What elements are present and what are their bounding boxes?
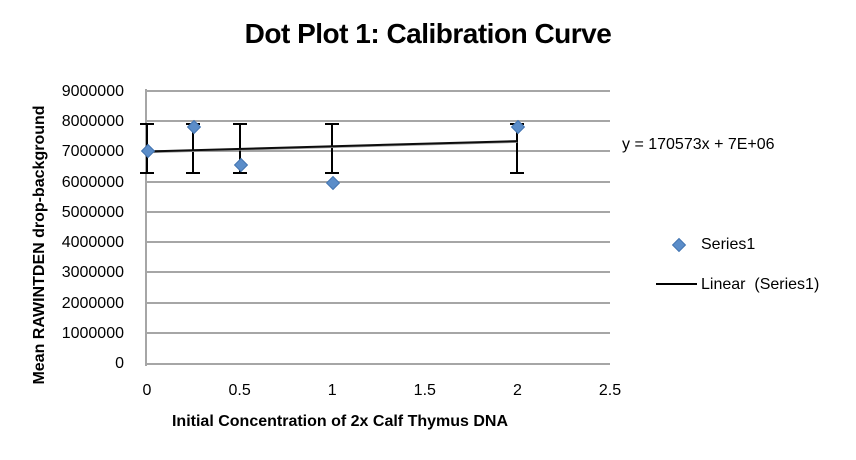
y-axis-tick-label: 0 [115,355,124,372]
gridline [147,210,610,213]
gridline [147,120,610,123]
error-bar-cap-bottom [232,171,247,174]
y-axis-tick-label: 6000000 [61,173,124,191]
y-axis-tick-label: 8000000 [61,113,124,131]
error-bar-cap-top [232,123,247,126]
gridline [147,271,610,274]
x-axis-tick-label: 1.5 [413,382,436,399]
error-bar [516,124,519,173]
gridline [147,90,610,92]
y-axis-tick-label: 2000000 [61,294,124,312]
x-axis-line [145,363,610,365]
y-axis-tick-label: 4000000 [61,234,124,252]
error-bar [331,124,334,173]
y-axis-tick-label: 3000000 [61,264,124,282]
error-bar-cap-bottom [325,171,340,174]
y-axis-tick-label: 5000000 [61,203,124,221]
y-axis-tick-label: 7000000 [61,143,124,161]
error-bar-cap-top [325,123,340,126]
legend-label-series1: Series1 [701,236,756,253]
x-axis-tick-label: 2.5 [598,382,622,399]
trendline-equation-label: y = 170573x + 7E+06 [622,136,775,153]
error-bar-cap-top [140,123,154,126]
gridline [147,180,610,183]
x-axis-tick-label: 0 [142,382,152,399]
error-bar-cap-bottom [140,171,154,174]
gridline [147,301,610,304]
gridline [147,331,610,334]
y-axis-tick-label: 9000000 [61,83,124,100]
y-axis-tick-label: 1000000 [61,324,124,342]
linear-series1-line-icon [656,283,697,285]
error-bar [192,124,195,173]
trendline-line [146,140,518,153]
error-bar-cap-bottom [186,171,201,174]
x-axis-tick-label: 0.5 [228,382,251,399]
x-axis-title: Initial Concentration of 2x Calf Thymus … [171,413,509,430]
legend-label-linear-series1: Linear (Series1) [701,276,820,293]
error-bar-cap-bottom [510,171,525,174]
gridline [147,150,610,153]
chart-title: Dot Plot 1: Calibration Curve [244,18,612,49]
gridline [147,241,610,244]
x-axis-tick-label: 1 [327,382,337,399]
x-axis-tick-label: 2 [512,382,522,399]
y-axis-line [145,89,147,366]
